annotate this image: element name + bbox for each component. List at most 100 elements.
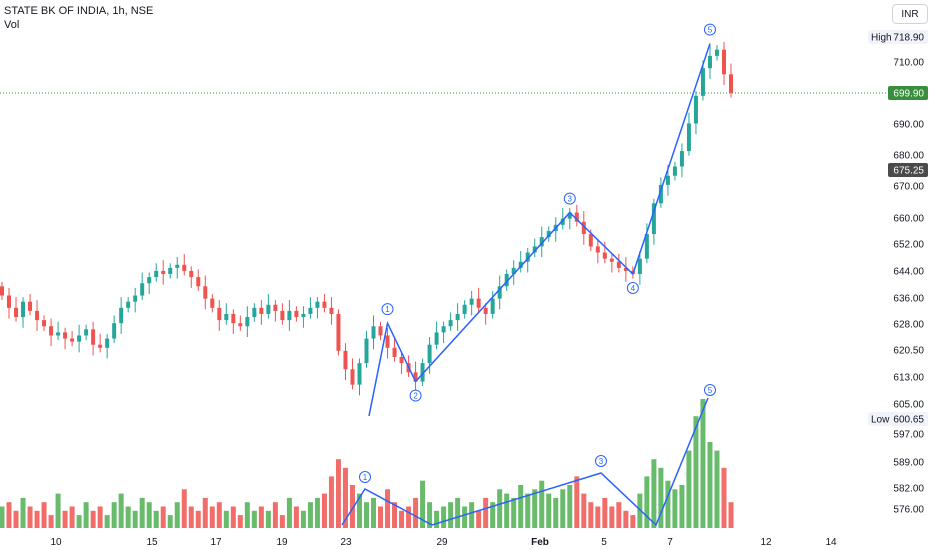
marker-price-label: 675.25: [893, 166, 924, 177]
candle-body: [280, 310, 285, 321]
candle-body: [483, 307, 488, 314]
volume-bar: [427, 502, 433, 528]
wave-marker-label: 3: [568, 195, 573, 204]
candle: [567, 207, 572, 230]
wave-marker-circle: [563, 192, 576, 205]
candle: [693, 91, 698, 135]
volume-bar: [700, 399, 706, 528]
volume-bar: [630, 515, 636, 528]
candle-body: [644, 234, 649, 259]
candle-body: [259, 307, 264, 314]
volume-bar: [216, 502, 222, 528]
volume-bar: [321, 493, 327, 528]
candle-body: [147, 277, 152, 284]
candle: [259, 300, 264, 325]
candle: [700, 60, 705, 101]
candle: [427, 337, 432, 374]
candle-body: [651, 203, 656, 235]
candle-body: [182, 264, 187, 271]
volume-bar: [90, 510, 96, 528]
volume-bar: [378, 506, 384, 528]
candle-body: [490, 298, 495, 314]
candle-body: [14, 307, 19, 318]
candle-body: [392, 347, 397, 357]
candle: [294, 306, 299, 322]
candle: [147, 272, 152, 294]
volume-bar: [188, 506, 194, 528]
candle: [658, 177, 663, 208]
candle-body: [455, 313, 460, 321]
price-tick-label: 589.00: [893, 458, 924, 469]
volume-bar: [181, 489, 187, 528]
volume-bar: [574, 476, 580, 528]
volume-bar: [83, 502, 89, 528]
volume-bar: [448, 502, 454, 528]
candle-body: [616, 261, 621, 268]
wave-marker: 1: [381, 303, 394, 316]
volume-bar: [441, 506, 447, 528]
candle: [357, 358, 362, 396]
candle: [238, 315, 243, 331]
candle-body: [385, 335, 390, 348]
candle: [686, 112, 691, 156]
volume-bar: [174, 502, 180, 528]
candle: [651, 198, 656, 245]
candle-body: [315, 301, 320, 308]
candle: [56, 321, 61, 341]
candle: [35, 300, 40, 331]
volume-bar: [265, 510, 271, 528]
candle-body: [287, 310, 292, 321]
volume-bar: [48, 515, 54, 528]
candle-body: [637, 258, 642, 275]
candle-body: [70, 338, 75, 342]
time-tick-label: 5: [601, 537, 607, 548]
volume-bar: [230, 506, 236, 528]
time-tick-label: 10: [50, 537, 62, 548]
currency-button[interactable]: INR: [892, 4, 928, 24]
candle-body: [602, 252, 607, 259]
candle-body: [7, 295, 12, 308]
volume-bar: [41, 502, 47, 528]
candle-body: [672, 166, 677, 176]
candle: [616, 254, 621, 273]
high-tag-label: High: [871, 33, 892, 44]
volume-bar: [328, 476, 334, 528]
volume-bar: [139, 497, 145, 528]
candle-body: [595, 246, 600, 253]
volume-bar: [399, 510, 405, 528]
symbol-title[interactable]: STATE BK OF INDIA, 1h, NSE: [4, 5, 154, 17]
price-tick-label: 660.00: [893, 214, 924, 225]
price-tick-label: 628.00: [893, 320, 924, 331]
volume-indicator-label[interactable]: Vol: [4, 19, 20, 31]
candle-body: [133, 295, 138, 302]
candle-body: [441, 326, 446, 333]
last-price-tag: [888, 86, 928, 100]
candle-body: [252, 307, 257, 318]
candle: [161, 260, 166, 285]
candle: [315, 297, 320, 319]
candle: [448, 312, 453, 331]
volume-bar: [595, 506, 601, 528]
wave-marker-label: 2: [413, 392, 418, 401]
volume-bar: [132, 510, 138, 528]
volume-wave-circle: [595, 455, 607, 467]
volume-bar: [616, 502, 622, 528]
candle-body: [525, 252, 530, 262]
candle: [469, 290, 474, 316]
volume-bar: [637, 493, 643, 528]
candle: [154, 263, 159, 282]
volume-bar: [293, 506, 299, 528]
volume-bar: [335, 459, 341, 528]
volume-bar: [658, 467, 664, 528]
wave-marker: 5: [703, 23, 716, 36]
wave-marker: 3: [563, 192, 576, 205]
candle-body: [371, 326, 376, 339]
candle: [0, 281, 4, 301]
candle: [70, 330, 75, 347]
wave-marker-circle: [381, 303, 394, 316]
volume-bar: [364, 502, 369, 528]
candle-body: [693, 95, 698, 124]
candle: [525, 247, 530, 273]
candle-body: [231, 313, 236, 324]
